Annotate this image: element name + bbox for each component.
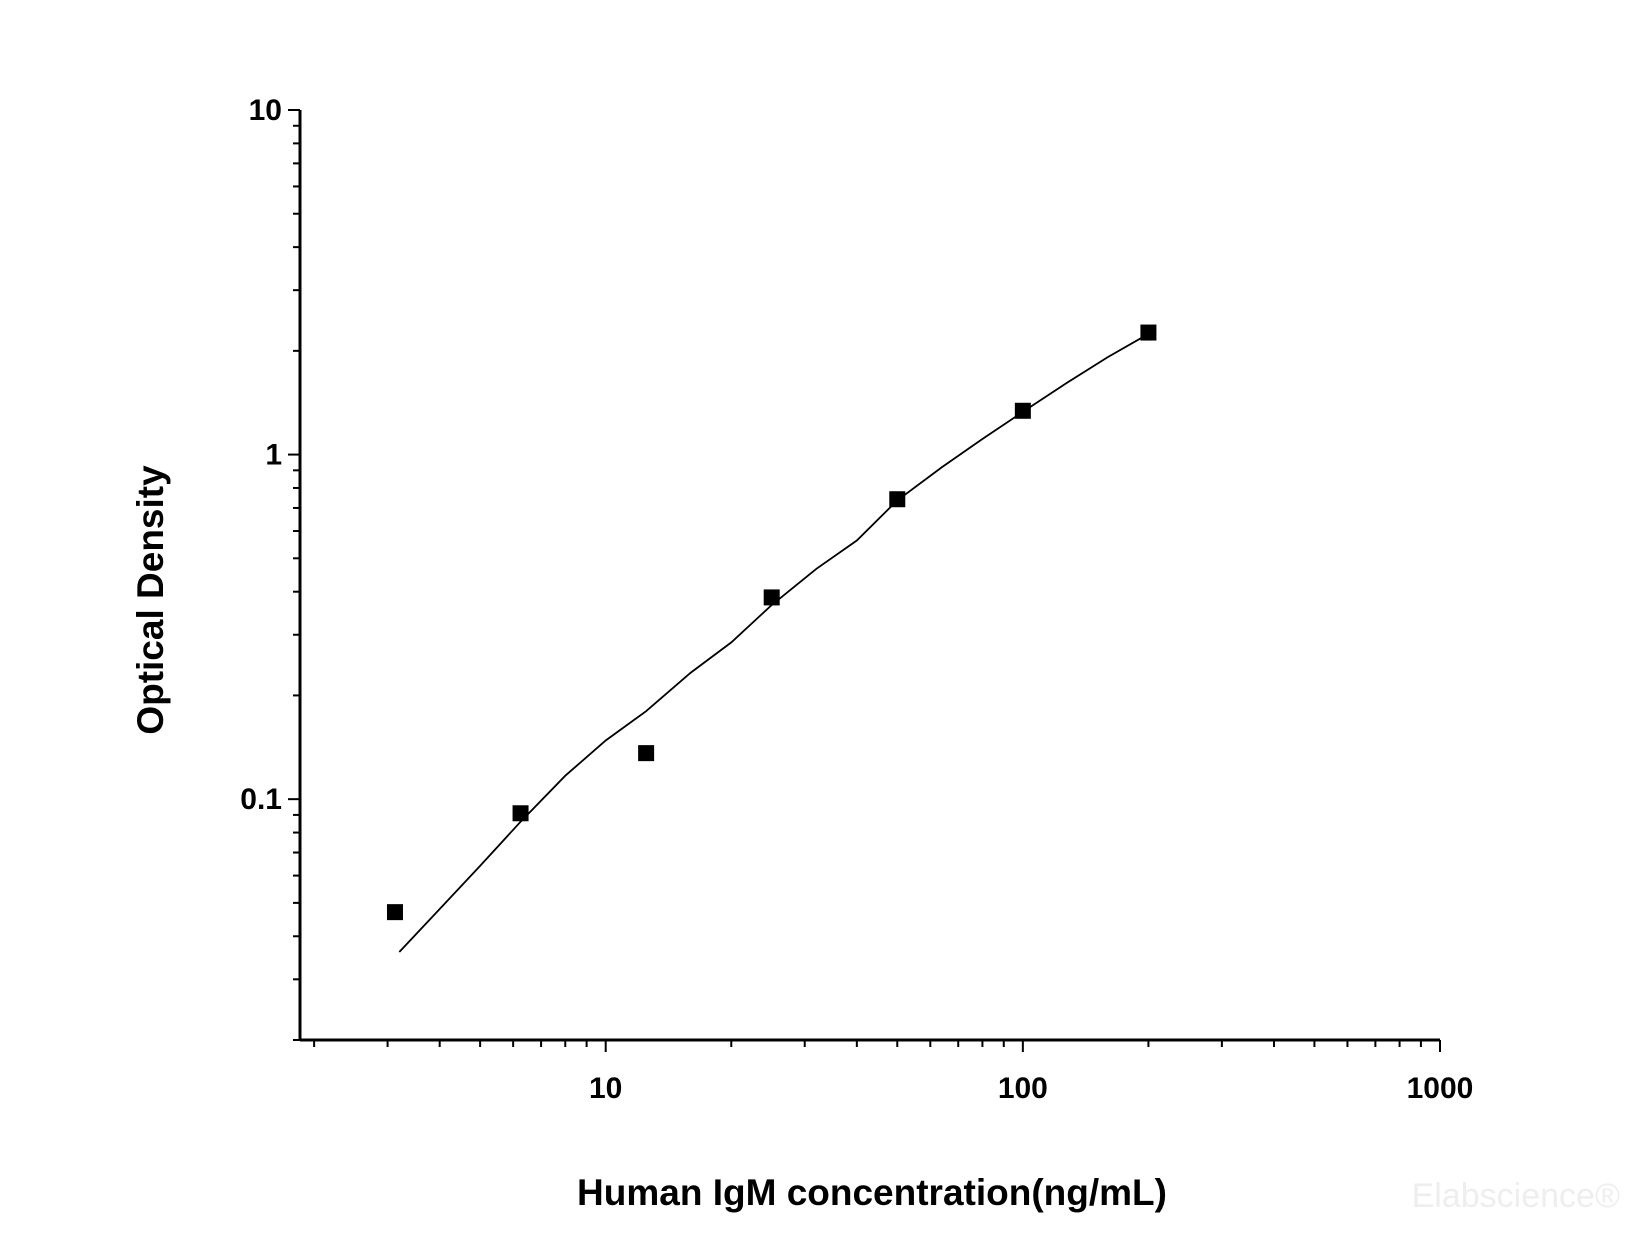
- y-axis-title: Optical Density: [130, 465, 171, 735]
- y-tick-labels: 0.1 1 10: [240, 94, 282, 816]
- data-point: [512, 805, 529, 822]
- data-point: [889, 491, 906, 508]
- y-tick-label: 10: [249, 94, 282, 127]
- axes: [288, 109, 1441, 1052]
- y-tick-label: 0.1: [240, 783, 282, 816]
- y-tick-label: 1: [265, 439, 282, 472]
- points-layer: [386, 324, 1157, 921]
- data-point: [386, 904, 403, 921]
- watermark-logo: Elabscience®: [1412, 1177, 1620, 1215]
- x-tick-label: 1000: [1407, 1072, 1474, 1105]
- data-point: [1140, 324, 1157, 341]
- data-point: [1014, 402, 1031, 419]
- x-tick-labels: 10 100 1000: [589, 1072, 1473, 1105]
- data-point: [638, 745, 655, 762]
- fit-layer: [398, 333, 1149, 953]
- x-axis-title: Human IgM concentration(ng/mL): [577, 1172, 1167, 1213]
- x-tick-label: 100: [998, 1072, 1048, 1105]
- x-tick-label: 10: [589, 1072, 622, 1105]
- data-point: [763, 589, 780, 606]
- fit-curve: [398, 333, 1149, 953]
